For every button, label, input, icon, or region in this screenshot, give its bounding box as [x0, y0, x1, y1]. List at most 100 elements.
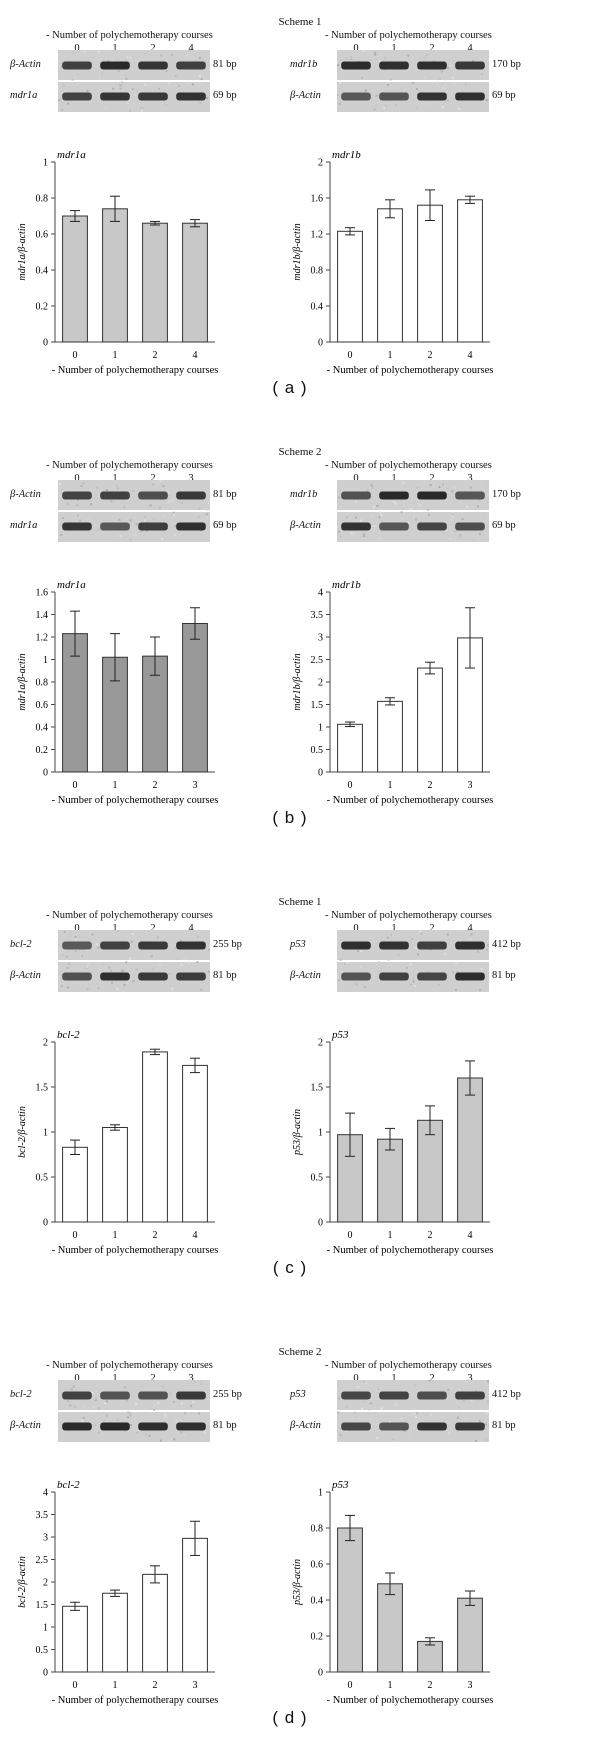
- bar: [182, 1537, 208, 1673]
- gel-band: [417, 941, 447, 950]
- gel-noise: [386, 83, 389, 86]
- gel-noise: [427, 971, 430, 974]
- gel-noise: [60, 985, 63, 988]
- gel-band: [455, 61, 485, 70]
- x-tick-label: 3: [468, 780, 473, 791]
- gel-noise: [169, 1392, 172, 1395]
- gel-noise: [362, 1380, 365, 1383]
- gel-noise: [90, 503, 93, 506]
- gel-noise: [199, 951, 202, 954]
- bp-size-label: 81 bp: [213, 488, 237, 500]
- gel-noise: [86, 89, 89, 92]
- gel-noise: [140, 107, 143, 110]
- lane-number: 0: [74, 923, 80, 934]
- gel-noise: [415, 106, 418, 109]
- gel-noise: [135, 522, 138, 525]
- lane-number: 1: [391, 923, 397, 934]
- lane-number: 1: [391, 473, 397, 484]
- gel-noise: [123, 506, 126, 509]
- gel-row-label: β-Actin: [10, 969, 41, 981]
- gel-band: [417, 522, 447, 531]
- y-tick-label: 2: [318, 678, 323, 689]
- gel-noise: [383, 106, 386, 109]
- gel-noise: [346, 961, 349, 964]
- gel-band: [138, 92, 168, 101]
- gel-noise: [187, 961, 190, 964]
- bar: [182, 222, 208, 343]
- panel-label: ( b ): [272, 808, 308, 827]
- gel-noise: [203, 971, 206, 974]
- gel-band: [341, 61, 371, 70]
- x-tick-label: 0: [348, 1230, 353, 1241]
- gel-noise: [414, 985, 417, 988]
- gel-noise: [199, 101, 202, 104]
- gel-noise: [126, 102, 129, 105]
- lane-number: 0: [353, 923, 359, 934]
- gel-band: [455, 1391, 485, 1400]
- gel-noise: [391, 102, 394, 105]
- x-tick-label: 3: [193, 1680, 198, 1691]
- gel-noise: [376, 1436, 379, 1439]
- lane-number: 2: [429, 43, 435, 54]
- bar: [62, 215, 88, 343]
- gel-noise: [355, 983, 358, 986]
- gel-band: [379, 972, 409, 981]
- gel-noise: [174, 74, 177, 77]
- gel-noise: [486, 1412, 489, 1415]
- gel-band: [176, 61, 206, 70]
- gel-band: [379, 92, 409, 101]
- gel-noise: [415, 1416, 418, 1419]
- gel-row-label: bcl-2: [10, 1388, 32, 1400]
- bar: [377, 700, 403, 773]
- gel-noise: [383, 57, 386, 60]
- x-axis-label: - Number of polychemotherapy courses: [52, 795, 219, 806]
- bp-size-label: 412 bp: [492, 938, 521, 950]
- gel-noise: [375, 103, 378, 106]
- gel-noise: [339, 1434, 342, 1437]
- bar: [102, 1127, 128, 1223]
- gel-band: [176, 522, 206, 531]
- y-tick-label: 3: [43, 1533, 48, 1544]
- gel-band: [62, 972, 92, 981]
- gel-noise: [198, 1412, 201, 1415]
- gel-noise: [380, 514, 383, 517]
- y-tick-label: 1.2: [36, 633, 49, 644]
- gel-noise: [456, 1416, 459, 1419]
- gel-noise: [131, 88, 134, 91]
- gel-noise: [142, 107, 145, 110]
- gel-noise: [370, 484, 373, 487]
- gel-noise: [145, 1433, 148, 1436]
- gel-noise: [376, 505, 379, 508]
- x-tick-label: 1: [113, 1230, 118, 1241]
- gel-noise: [144, 519, 147, 522]
- gel-noise: [93, 518, 96, 521]
- lane-number: 2: [150, 923, 156, 934]
- gel-noise: [116, 1419, 119, 1422]
- gel-noise: [167, 82, 170, 85]
- gel-noise: [79, 519, 82, 522]
- gel-noise: [339, 81, 342, 84]
- gel-noise: [118, 105, 121, 108]
- gel-noise: [478, 499, 481, 502]
- gel-row-label: mdr1b: [290, 488, 318, 500]
- bar: [62, 1605, 88, 1673]
- gel-noise: [160, 54, 163, 57]
- gel-noise: [464, 1417, 467, 1420]
- gel-noise: [395, 103, 398, 106]
- gel-noise: [447, 67, 450, 70]
- bp-size-label: 81 bp: [492, 1419, 516, 1431]
- gel-noise: [361, 76, 364, 79]
- gel-noise: [66, 966, 69, 969]
- x-axis-label: - Number of polychemotherapy courses: [52, 1245, 219, 1256]
- gel-image: [58, 50, 210, 112]
- gel-noise: [96, 487, 99, 490]
- gel-noise: [190, 490, 193, 493]
- lane-number: 3: [467, 1373, 473, 1384]
- gel-noise: [148, 1434, 151, 1437]
- bp-size-label: 255 bp: [213, 1388, 242, 1400]
- scheme-title: Scheme 1: [278, 16, 322, 28]
- y-tick-label: 2: [318, 158, 323, 169]
- gel-noise: [469, 486, 472, 489]
- bar: [457, 1077, 483, 1223]
- gel-band: [62, 491, 92, 500]
